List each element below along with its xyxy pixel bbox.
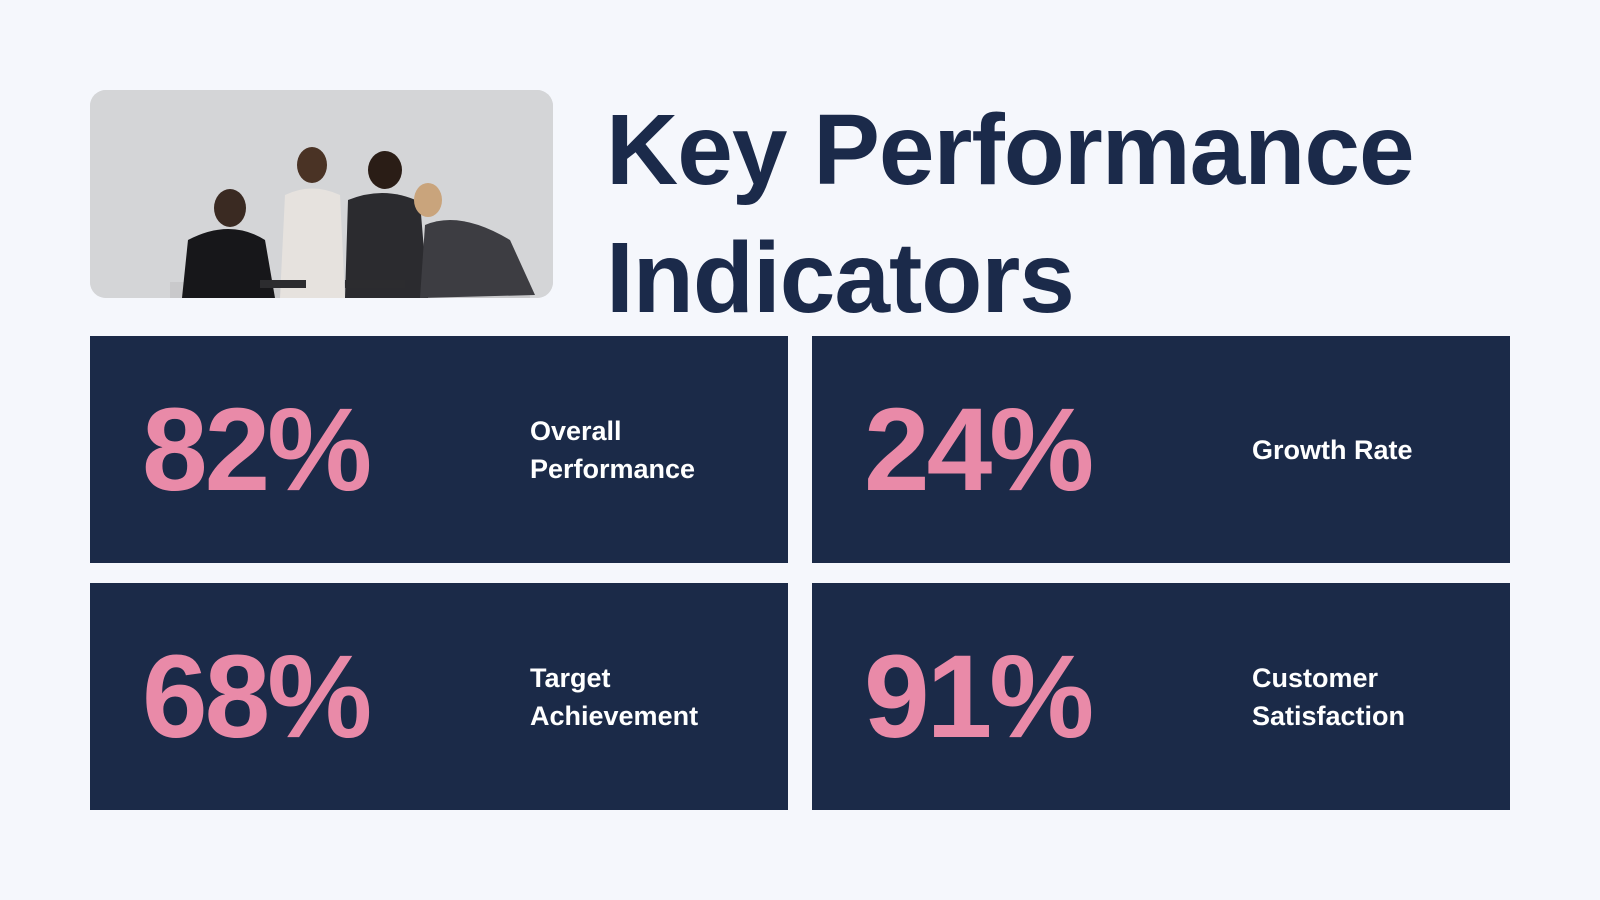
kpi-card: 82% Overall Performance [90, 336, 788, 563]
kpi-value: 82% [142, 383, 372, 516]
team-photo [90, 90, 553, 298]
kpi-label: Overall Performance [530, 415, 696, 484]
kpi-card: 91% Customer Satisfaction [812, 583, 1510, 810]
kpi-label: Target Achievement [530, 662, 699, 731]
kpi-card: 24% Growth Rate [812, 336, 1510, 563]
kpi-label: Growth Rate [1252, 434, 1413, 465]
kpi-card: 68% Target Achievement [90, 583, 788, 810]
kpi-label: Customer Satisfaction [1252, 662, 1406, 731]
title: Key Performance Indicators [606, 94, 1415, 334]
kpi-value: 24% [864, 383, 1094, 516]
kpi-value: 68% [142, 630, 372, 763]
photo-illustration [90, 90, 553, 298]
kpi-value: 91% [864, 630, 1094, 763]
